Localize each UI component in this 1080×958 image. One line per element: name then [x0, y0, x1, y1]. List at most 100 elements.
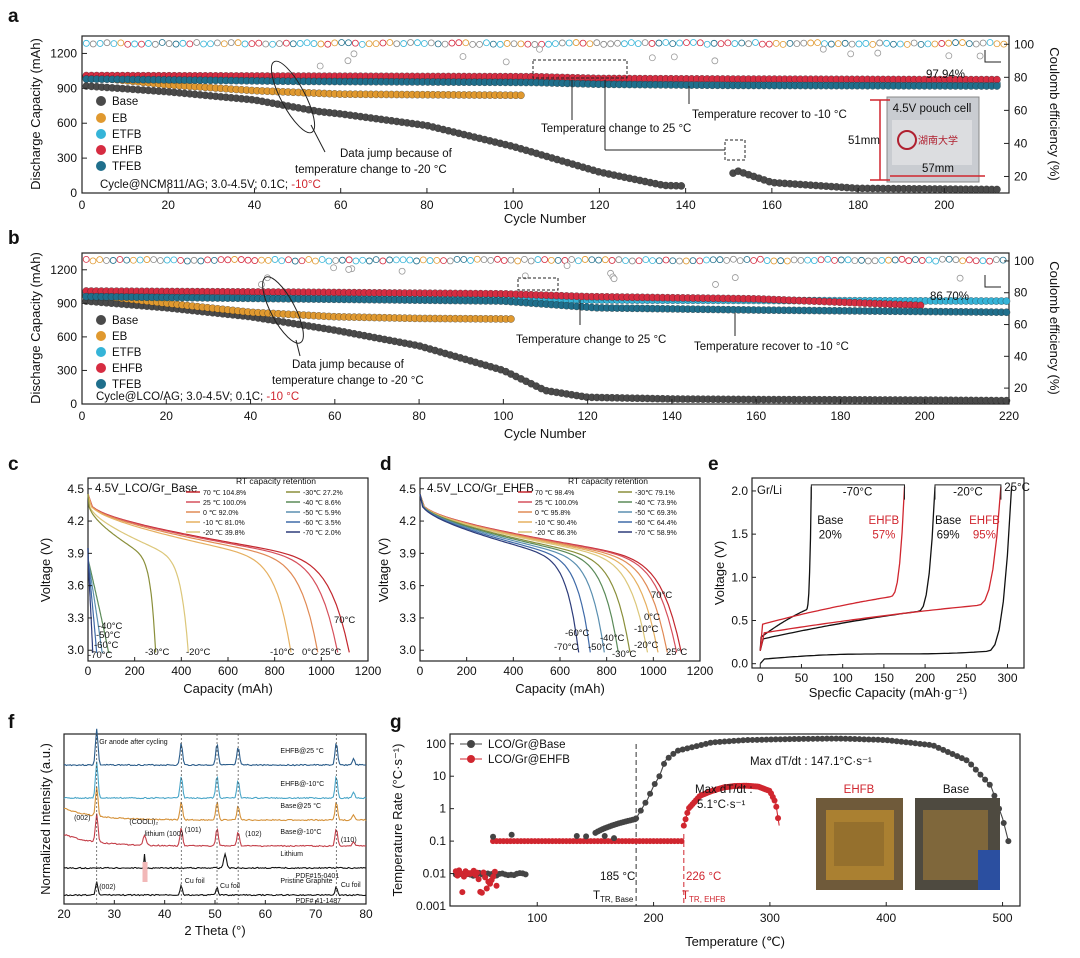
- xrd-trace: [63, 881, 367, 897]
- coulomb-efficiency-point: [103, 257, 110, 264]
- coulomb-efficiency-point: [291, 257, 299, 265]
- legend-entry-base-a: Base: [112, 96, 138, 108]
- coulomb-efficiency-point: [345, 256, 353, 264]
- capacity-point-base: [1002, 396, 1011, 405]
- coulomb-efficiency-point: [136, 256, 144, 264]
- voltage-curves-c: [87, 493, 350, 653]
- coulomb-efficiency-point: [220, 40, 228, 48]
- y2-tick-label: 40: [1014, 349, 1028, 363]
- coulomb-efficiency-point: [510, 40, 518, 48]
- base-point: [791, 736, 798, 743]
- coulomb-efficiency-point: [131, 40, 139, 48]
- ehfb-photo: EHFB: [816, 784, 903, 890]
- base-point: [633, 815, 640, 822]
- y-tick-label: 4.5: [399, 482, 416, 496]
- inset-height-a: 51mm: [848, 135, 880, 147]
- y2-tick-label: 20: [1014, 381, 1028, 395]
- ehfb-point: [473, 869, 480, 876]
- x-tick-label: 30: [108, 907, 122, 921]
- y-axis-label-a: Discharge Capacity (mAh): [28, 38, 43, 190]
- ehfb-point: [491, 868, 498, 875]
- jump-annotation-line1-a: Data jump because of: [340, 148, 453, 160]
- curve-label: 70°C: [334, 615, 355, 626]
- legend-b: Base EB ETFB EHFB TFEB: [96, 315, 143, 391]
- y2-tick-label: 20: [1014, 169, 1028, 183]
- panel-c: c 0 200 400 600 800 1000 1200 3.0 3.3 3.6 3.9 4.2 4.…: [8, 454, 382, 696]
- jump-annotation-line2-b: temperature change to -20 °C: [272, 375, 424, 387]
- coulomb-efficiency-point: [689, 39, 697, 46]
- x-tick-label: 180: [848, 198, 868, 212]
- label-base-20: Base: [935, 515, 961, 527]
- voltage-curve: [87, 494, 189, 653]
- y2-tick-label: 100: [1014, 37, 1034, 51]
- base-point: [930, 742, 937, 749]
- x-tick-label: 600: [218, 664, 238, 678]
- base-point: [805, 735, 812, 742]
- x-tick-label: 40: [244, 409, 258, 423]
- x-axis-label-f: 2 Theta (°): [184, 923, 245, 938]
- x-tick-label: 400: [503, 664, 523, 678]
- coulomb-efficiency-point: [338, 39, 345, 46]
- recover-annotation-b: Temperature recover to -10 °C: [694, 341, 849, 353]
- base-point: [707, 739, 714, 746]
- coulomb-efficiency-point: [952, 256, 960, 264]
- coulomb-efficiency-point: [848, 40, 856, 48]
- coulomb-efficiency-point: [414, 39, 421, 47]
- base-point: [935, 744, 942, 751]
- coulomb-efficiency-point: [817, 256, 825, 264]
- coulomb-efficiency-point: [655, 39, 663, 47]
- y-tick-label: 1.5: [731, 527, 748, 541]
- base-point: [982, 776, 989, 783]
- x-tick-label: 0: [79, 409, 86, 423]
- coulomb-efficiency-point: [841, 39, 849, 47]
- legend-g: LCO/Gr@Base LCO/Gr@EHFB: [460, 739, 570, 766]
- coulomb-efficiency-point: [103, 39, 111, 47]
- coulomb-efficiency-point: [386, 39, 394, 46]
- x-tick-label: 60: [334, 198, 348, 212]
- curve-label: 0°C: [302, 647, 318, 658]
- base-point: [651, 781, 658, 788]
- coulomb-efficiency-point: [965, 40, 973, 48]
- coulomb-efficiency-point: [615, 256, 623, 264]
- coulomb-efficiency-point: [568, 256, 576, 263]
- y2-axis-label-b: Coulomb efficiency (%): [1047, 261, 1062, 394]
- coulomb-efficiency-point: [819, 45, 827, 53]
- base-point: [665, 754, 672, 761]
- base-point: [795, 735, 802, 742]
- coulomb-efficiency-point: [210, 256, 218, 264]
- coulomb-efficiency-point: [600, 40, 608, 48]
- coulomb-efficiency-point: [255, 39, 263, 47]
- coulomb-efficiency-point: [318, 256, 326, 263]
- base-point: [763, 736, 770, 743]
- y2-axis-label-a: Coulomb efficiency (%): [1047, 47, 1062, 180]
- y-axis-label-f: Normalized Intensity (a.u.): [38, 743, 53, 895]
- coulomb-efficiency-point: [351, 39, 359, 47]
- curve-label: -10°C: [270, 647, 295, 658]
- coulomb-efficiency-point: [662, 256, 670, 264]
- coulomb-efficiency-point: [770, 257, 778, 265]
- legend-entry: 25 ℃ 100.0%: [203, 500, 246, 507]
- base-point: [837, 735, 844, 742]
- legend-marker-ehfb-g: [467, 755, 475, 763]
- capacity-point-etfb: [1002, 297, 1011, 305]
- coulomb-efficiency-point: [521, 272, 529, 280]
- coulomb-efficiency-point: [398, 267, 406, 275]
- jump-box-a: [724, 139, 746, 161]
- x-tick-label: 1200: [355, 664, 382, 678]
- panel-label-d: d: [380, 454, 392, 475]
- xrd-traces-f: [63, 728, 367, 904]
- temp-change-box-a: [532, 59, 628, 79]
- trace-label: Base@25 °C: [280, 802, 321, 810]
- coulomb-efficiency-point: [325, 257, 333, 265]
- coulomb-efficiency-point: [531, 41, 539, 48]
- x-tick-label: 140: [676, 198, 696, 212]
- legend-marker-tfeb-a: [96, 161, 106, 171]
- coulomb-efficiency-point: [179, 39, 187, 47]
- coulomb-efficiency-point: [999, 256, 1007, 264]
- trace-label: Lithium: [280, 851, 303, 858]
- legend-entry: -20 ℃ 39.8%: [203, 530, 245, 537]
- trace-label: EHFB@-10°C: [280, 780, 324, 788]
- base-point: [712, 739, 719, 746]
- y-tick-label: 600: [57, 330, 77, 344]
- base-point: [583, 833, 590, 840]
